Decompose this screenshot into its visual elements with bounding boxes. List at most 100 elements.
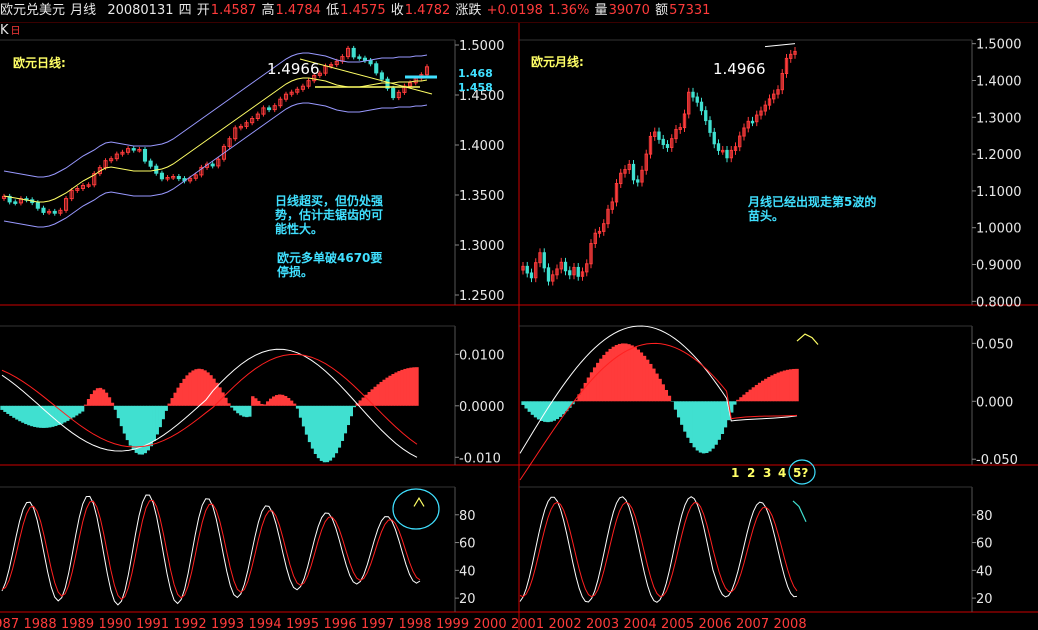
candle-body — [92, 173, 97, 186]
x-axis-year-label: 2008 — [774, 617, 807, 630]
candle-body — [379, 72, 384, 80]
candle-body — [233, 127, 238, 140]
candle-body — [317, 72, 322, 76]
candle-body — [69, 189, 74, 200]
y-tick-label: 0.0100 — [459, 348, 505, 363]
macd-dea-line — [519, 342, 798, 481]
daily-high-price-label: 1.4966 — [267, 60, 320, 78]
candle-body — [221, 145, 227, 160]
candle-body — [606, 208, 610, 225]
wave-count-label: 1 — [731, 466, 739, 480]
candle-body — [80, 185, 86, 189]
candle-body — [772, 93, 776, 100]
candle-body — [193, 174, 198, 179]
candle-body — [597, 230, 602, 234]
y-tick-label: 80 — [459, 509, 476, 524]
monthly-note-line: 月线已经出现走第5波的 — [747, 194, 876, 209]
open-label: 开 — [196, 3, 210, 18]
candle-body — [763, 104, 767, 112]
candle-body — [114, 153, 119, 160]
candle-body — [58, 209, 63, 214]
y-tick-label: 0.050 — [976, 337, 1013, 352]
x-axis-year-label: 1991 — [136, 617, 169, 630]
x-axis-year-label: 2006 — [699, 617, 732, 630]
candle-body — [250, 118, 255, 124]
candle-body — [41, 207, 46, 213]
macd-projection-line — [796, 333, 819, 345]
candle-body — [793, 50, 797, 55]
volume-value: 39070 — [608, 3, 650, 18]
high-value: 1.4784 — [275, 3, 321, 18]
high-label: 高 — [261, 3, 275, 18]
daily-note-line: 欧元多单破4670要 — [277, 250, 382, 265]
daily-subtab-label[interactable]: 日 — [10, 26, 21, 37]
volume-label: 量 — [594, 3, 608, 18]
x-axis-year-label: 1990 — [99, 617, 132, 630]
candle-body — [750, 120, 755, 124]
candle-body — [368, 60, 373, 65]
candle-body — [385, 78, 390, 89]
trend-line — [299, 58, 433, 95]
candle-body — [631, 163, 636, 181]
candle-body — [623, 169, 627, 174]
candle-body — [665, 144, 670, 148]
candle-body — [227, 138, 232, 147]
candle-body — [682, 113, 687, 129]
high-marker-line — [764, 43, 796, 48]
candle-body — [589, 243, 593, 265]
resistance-level-label: 1.468 — [458, 67, 493, 80]
candle-body — [267, 107, 272, 111]
candle-body — [391, 87, 396, 99]
candle-body — [521, 265, 525, 271]
monthly-note-line: 苗头。 — [748, 208, 784, 223]
monthly-high-price-label: 1.4966 — [713, 60, 766, 78]
x-axis-year-label: 1998 — [399, 617, 432, 630]
candle-body — [619, 172, 623, 185]
candle-body — [648, 135, 653, 155]
candle-body — [678, 127, 682, 130]
candle-body — [362, 57, 368, 62]
candle-body — [593, 232, 597, 245]
candle-body — [396, 91, 401, 99]
candle-body — [86, 184, 91, 187]
candle-body — [261, 107, 266, 115]
candle-body — [542, 252, 546, 269]
candle-body — [300, 85, 305, 90]
candle-body — [776, 89, 780, 95]
y-tick-label: 0.0000 — [459, 400, 505, 415]
monthly-chart-title: 欧元月线: — [531, 54, 584, 69]
y-tick-label: 1.1000 — [976, 185, 1022, 200]
x-axis-year-label: 2003 — [586, 617, 619, 630]
kdj-projection-line — [792, 500, 807, 522]
candle-body — [171, 176, 176, 179]
candle-body — [572, 266, 576, 276]
x-axis-year-label: 1994 — [249, 617, 282, 630]
wave-count-label: 4 — [778, 466, 786, 480]
kdj-d-line — [1, 499, 421, 601]
candle-body — [7, 195, 12, 203]
candle-body — [708, 120, 712, 133]
y-tick-label: 20 — [976, 592, 993, 607]
candle-body — [525, 265, 529, 274]
amount-label: 额 — [655, 3, 669, 18]
x-axis-year-label: 2004 — [624, 617, 657, 630]
candle-body — [272, 105, 277, 111]
candle-body — [661, 138, 665, 146]
candle-body — [131, 148, 136, 151]
y-tick-label: 80 — [976, 509, 993, 524]
candle-body — [35, 202, 40, 209]
candle-body — [691, 91, 695, 98]
y-tick-label: 20 — [459, 592, 476, 607]
x-axis-year-label: 1995 — [286, 617, 319, 630]
candle-body — [176, 176, 181, 180]
y-tick-label: -0.050 — [976, 453, 1018, 468]
candle-body — [188, 177, 193, 182]
period-label: 月线 — [70, 3, 97, 18]
candle-body — [563, 261, 568, 272]
x-axis-year-label: 2005 — [661, 617, 694, 630]
support-level-label: 1.458 — [458, 81, 493, 94]
candle-body — [345, 47, 351, 58]
candle-body — [738, 135, 742, 148]
candle-body — [551, 274, 555, 282]
